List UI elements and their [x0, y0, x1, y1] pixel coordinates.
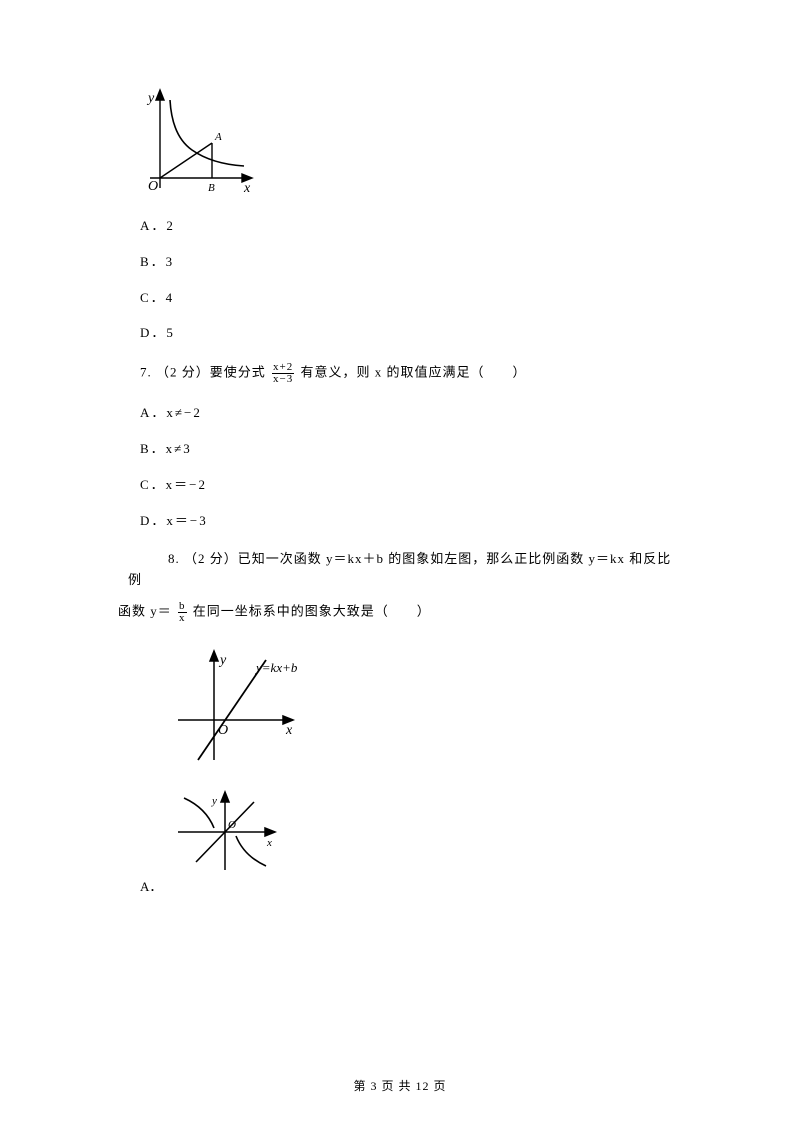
q7-suffix: 有意义，则 x 的取值应满足（ ）: [296, 365, 526, 380]
q6-option-c: C．4: [140, 288, 682, 309]
g2-origin-label: O: [218, 723, 228, 738]
y-axis-label: y: [146, 91, 155, 106]
question-8: 8. （2 分）已知一次函数 y＝kx＋b 的图象如左图，那么正比例函数 y＝k…: [128, 549, 682, 624]
hyperbola-graph-svg: y x O A B: [140, 88, 258, 196]
q8-option-a-block: y x O A．: [140, 790, 682, 898]
q8-fraction: bx: [176, 601, 189, 624]
q6-option-a: A．2: [140, 216, 682, 237]
q7-option-a: A．x≠−2: [140, 403, 682, 424]
q7-option-b: B．x≠3: [140, 439, 682, 460]
q6-option-b: B．3: [140, 252, 682, 273]
g3-x-label: x: [266, 837, 272, 849]
point-b-label: B: [208, 182, 215, 194]
g2-line-label: y=kx+b: [254, 660, 298, 675]
q7-frac-den: x−3: [272, 374, 294, 385]
q7-option-d: D．x＝−3: [140, 511, 682, 532]
q8-option-a-label: A．: [140, 877, 682, 898]
origin-label: O: [148, 179, 158, 194]
g2-y-label: y: [218, 653, 227, 668]
q8-line1: 8. （2 分）已知一次函数 y＝kx＋b 的图象如左图，那么正比例函数 y＝k…: [128, 549, 682, 591]
linear-graph-svg: y x O y=kx+b: [168, 648, 318, 770]
question-6-graph: y x O A B: [140, 88, 682, 196]
x-axis-label: x: [243, 181, 251, 196]
q7-fraction: x+2x−3: [270, 362, 296, 385]
question-8-reference-graph: y x O y=kx+b: [168, 648, 682, 770]
option-a-graph-svg: y x O: [170, 790, 280, 875]
page-content: y x O A B A．2 B．3 C．4 D．5 7. （2 分）要使分式 x…: [0, 0, 800, 898]
g3-origin-label: O: [228, 819, 236, 831]
q7-option-c: C．x＝−2: [140, 475, 682, 496]
g3-y-label: y: [211, 795, 217, 807]
point-a-label: A: [214, 131, 222, 143]
q8-line2-prefix: 函数 y＝: [118, 603, 176, 618]
q7-prefix: 7. （2 分）要使分式: [140, 365, 270, 380]
question-7: 7. （2 分）要使分式 x+2x−3 有意义，则 x 的取值应满足（ ）: [140, 362, 682, 385]
page-footer: 第 3 页 共 12 页: [0, 1077, 800, 1096]
q8-frac-den: x: [178, 613, 187, 624]
q6-option-d: D．5: [140, 323, 682, 344]
q8-line2: 函数 y＝ bx 在同一坐标系中的图象大致是（ ）: [118, 601, 682, 624]
g2-x-label: x: [285, 723, 293, 738]
q8-line2-suffix: 在同一坐标系中的图象大致是（ ）: [189, 603, 431, 618]
